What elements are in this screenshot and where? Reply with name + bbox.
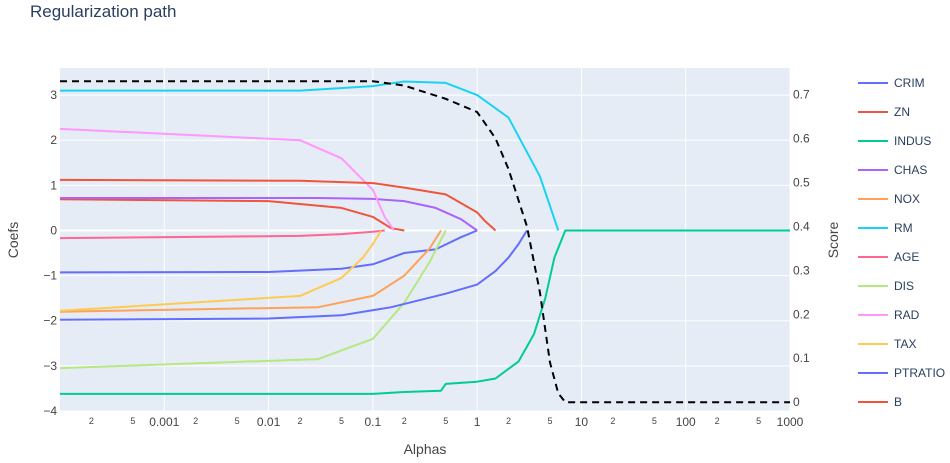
y-tick-label: −3 <box>43 359 57 373</box>
y-tick-label: 2 <box>50 133 57 147</box>
y2-tick-label: 0 <box>793 395 800 409</box>
y2-tick-label: 0.3 <box>793 263 810 277</box>
legend-label-chas: CHAS <box>894 163 927 177</box>
y2-tick-label: 0.1 <box>793 351 810 365</box>
legend-label-indus: INDUS <box>894 134 931 148</box>
y-tick-label: 1 <box>50 178 57 192</box>
line-tax <box>59 229 382 312</box>
coefficient-lines <box>59 80 790 395</box>
legend-label-dis: DIS <box>894 279 914 293</box>
chart-title: Regularization path <box>30 2 176 21</box>
line-ptratio <box>59 229 528 321</box>
legend-label-age: AGE <box>894 250 919 264</box>
x-tick-label: 10 <box>575 415 589 429</box>
line-crim <box>59 229 478 274</box>
line-dis <box>59 230 447 370</box>
y-tick-label: −4 <box>43 404 57 418</box>
plot-background <box>60 68 790 411</box>
x-tick-label: 0.1 <box>365 415 382 429</box>
x-minor-tick-label: 2 <box>402 416 407 426</box>
line-indus <box>60 229 790 395</box>
legend-label-rm: RM <box>894 221 913 235</box>
line-b <box>59 178 497 232</box>
line-chas <box>60 197 478 232</box>
y2-tick-labels: 0 0.1 0.2 0.3 0.4 0.5 0.6 0.7 <box>793 87 810 409</box>
y-tick-labels: −4 −3 −2 −1 0 1 2 3 <box>43 88 57 418</box>
x-tick-label: 1 <box>474 415 481 429</box>
legend-label-b: B <box>894 395 902 409</box>
x-minor-tick-label: 5 <box>443 416 448 426</box>
y2-tick-label: 0.4 <box>793 219 810 233</box>
legend-label-rad: RAD <box>894 308 920 322</box>
x-axis-title: Alphas <box>404 441 447 457</box>
x-gridlines <box>163 68 791 411</box>
y2-tick-label: 0.6 <box>793 131 810 145</box>
line-rad <box>59 127 395 232</box>
x-tick-label: 0.001 <box>149 415 179 429</box>
x-minor-tick-label: 5 <box>339 416 344 426</box>
x-minor-tick-label: 5 <box>130 416 135 426</box>
y2-tick-label: 0.5 <box>793 175 810 189</box>
line-nox <box>59 229 442 313</box>
legend-label-tax: TAX <box>894 337 916 351</box>
y-tick-label: 3 <box>50 88 57 102</box>
x-minor-tick-label: 2 <box>715 416 720 426</box>
x-tick-labels: 0.001 0.01 0.1 1 10 100 1000 2 5 2 5 2 5 2 5 2 5 2 5 2 5 <box>89 415 804 429</box>
x-minor-tick-label: 5 <box>652 416 657 426</box>
x-minor-tick-label: 5 <box>756 416 761 426</box>
legend-label-ptratio: PTRATIO <box>894 366 945 380</box>
x-tick-label: 1000 <box>777 415 804 429</box>
x-minor-tick-label: 2 <box>610 416 615 426</box>
legend-label-crim: CRIM <box>894 76 925 90</box>
y2-tick-label: 0.2 <box>793 307 810 321</box>
legend: CRIM ZN INDUS CHAS NOX RM AGE DIS RAD TAX PTRATIO B <box>858 76 945 409</box>
y-axis-title: Coefs <box>5 222 21 259</box>
x-minor-tick-label: 2 <box>506 416 511 426</box>
line-rm <box>60 80 560 231</box>
x-tick-label: 100 <box>676 415 696 429</box>
legend-label-zn: ZN <box>894 105 910 119</box>
y-tick-label: −2 <box>43 314 57 328</box>
y-tick-label: 0 <box>50 223 57 237</box>
x-minor-tick-label: 2 <box>297 416 302 426</box>
x-tick-label: 0.01 <box>257 415 281 429</box>
line-age <box>59 229 385 240</box>
x-minor-tick-label: 2 <box>89 416 94 426</box>
y-tick-label: −1 <box>43 269 57 283</box>
x-minor-tick-label: 2 <box>193 416 198 426</box>
x-minor-tick-label: 5 <box>235 416 240 426</box>
x-minor-tick-label: 5 <box>548 416 553 426</box>
y2-tick-label: 0.7 <box>793 87 810 101</box>
legend-label-nox: NOX <box>894 192 920 206</box>
y2-axis-title: Score <box>825 222 841 259</box>
